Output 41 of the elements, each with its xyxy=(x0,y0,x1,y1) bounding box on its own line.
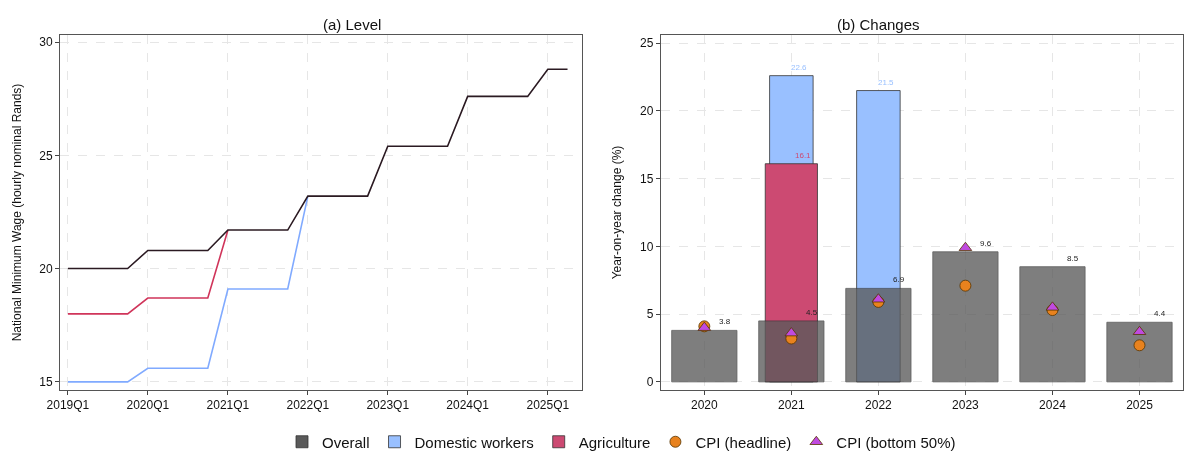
x-tick-label: 2024Q1 xyxy=(446,398,490,413)
data-label: 16.1 xyxy=(795,151,812,160)
y-tick-label: 5 xyxy=(646,307,654,322)
x-tick-label: 2023Q1 xyxy=(366,398,410,413)
y-axis-title: Year-on-year change (%) xyxy=(610,145,625,280)
legend-label: CPI (headline) xyxy=(695,433,792,451)
chart-title: (a) Level xyxy=(323,16,382,33)
legend-label: Overall xyxy=(322,433,370,451)
y-axis-title: National Minimum Wage (hourly nominal Rands) xyxy=(9,83,24,342)
y-tick-label: 25 xyxy=(39,148,53,163)
data-label: 4.4 xyxy=(1154,309,1166,318)
y-tick-label: 15 xyxy=(39,375,53,390)
y-tick-label: 20 xyxy=(640,104,654,119)
data-label: 6.9 xyxy=(893,275,905,284)
x-tick-label: 2024 xyxy=(1039,398,1067,413)
y-tick-label: 10 xyxy=(640,239,654,254)
legend-label: Domestic workers xyxy=(414,433,534,451)
x-tick-label: 2021 xyxy=(778,398,806,413)
x-tick-label: 2020Q1 xyxy=(126,398,170,413)
x-tick-label: 2021Q1 xyxy=(206,398,250,413)
y-tick-label: 15 xyxy=(640,171,654,186)
data-label: 4.5 xyxy=(806,308,818,317)
x-tick-label: 2023 xyxy=(952,398,980,413)
x-tick-label: 2022Q1 xyxy=(286,398,330,413)
x-tick-label: 2025Q1 xyxy=(526,398,570,413)
y-tick-label: 20 xyxy=(39,261,53,276)
x-tick-label: 2022 xyxy=(865,398,893,413)
legend-label: Agriculture xyxy=(578,433,651,451)
data-label: 8.5 xyxy=(1067,254,1079,263)
legend-label: CPI (bottom 50%) xyxy=(836,433,956,451)
y-tick-label: 30 xyxy=(39,35,53,50)
chart-title: (b) Changes xyxy=(837,16,920,33)
data-label: 22.6 xyxy=(791,63,808,72)
x-tick-label: 2020 xyxy=(690,398,718,413)
y-tick-label: 0 xyxy=(646,375,654,390)
y-tick-label: 25 xyxy=(640,36,654,51)
data-label: 21.5 xyxy=(878,78,895,87)
data-label: 3.8 xyxy=(719,317,731,326)
x-tick-label: 2025 xyxy=(1126,398,1154,413)
data-label: 9.6 xyxy=(980,239,992,248)
x-tick-label: 2019Q1 xyxy=(46,398,90,413)
